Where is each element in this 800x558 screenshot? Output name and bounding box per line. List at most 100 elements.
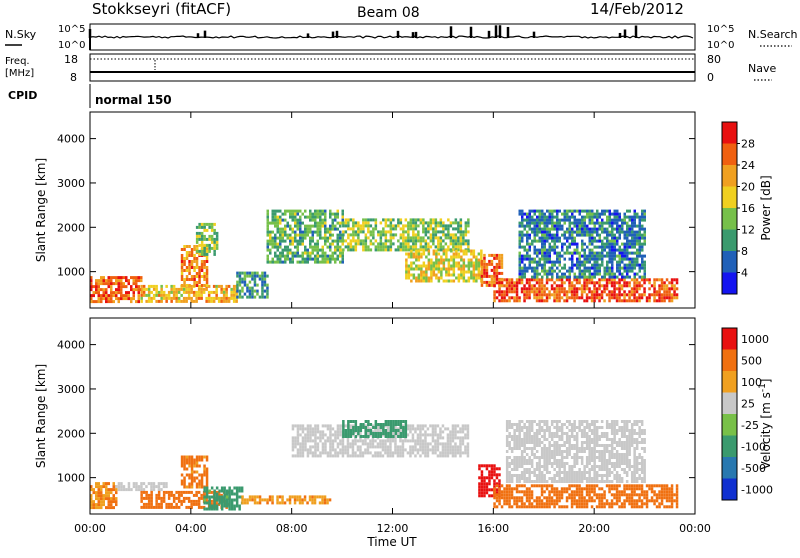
data-cell <box>629 216 632 219</box>
data-cell <box>355 435 358 438</box>
data-cell <box>536 296 539 299</box>
data-cell <box>621 276 624 279</box>
data-cell <box>546 296 549 299</box>
data-cell <box>544 231 547 234</box>
data-cell <box>287 237 290 240</box>
data-cell <box>404 439 407 442</box>
data-cell <box>629 228 632 231</box>
data-cell <box>175 294 178 297</box>
data-cell <box>261 275 264 278</box>
data-cell <box>195 500 198 503</box>
data-cell <box>307 261 310 264</box>
data-cell <box>606 240 609 243</box>
data-cell <box>400 432 403 435</box>
data-cell <box>541 287 544 290</box>
data-cell <box>478 271 481 274</box>
data-cell <box>608 490 611 493</box>
data-cell <box>412 236 415 239</box>
data-cell <box>589 261 592 264</box>
data-cell <box>302 255 305 258</box>
data-cell <box>521 255 524 258</box>
data-cell <box>616 276 619 279</box>
data-cell <box>218 496 221 499</box>
data-cell <box>528 496 531 499</box>
data-cell <box>673 499 676 502</box>
data-cell <box>183 480 186 483</box>
data-cell <box>277 216 280 219</box>
data-cell <box>541 243 544 246</box>
data-cell <box>533 447 536 450</box>
data-cell <box>369 439 372 442</box>
data-cell <box>666 496 669 499</box>
data-cell <box>453 256 456 259</box>
data-cell <box>241 290 244 293</box>
data-cell <box>98 285 101 288</box>
data-cell <box>319 213 322 216</box>
data-cell <box>317 454 320 457</box>
data-cell <box>420 271 423 274</box>
data-cell <box>571 505 574 508</box>
data-cell <box>428 253 431 256</box>
data-cell <box>153 506 156 509</box>
data-cell <box>598 499 601 502</box>
data-cell <box>636 264 639 267</box>
data-cell <box>110 491 113 494</box>
data-cell <box>533 438 536 441</box>
data-cell <box>443 280 446 283</box>
data-cell <box>302 231 305 234</box>
data-cell <box>571 213 574 216</box>
data-cell <box>648 487 651 490</box>
data-cell <box>636 505 639 508</box>
data-cell <box>541 493 544 496</box>
data-cell <box>145 506 148 509</box>
data-cell <box>526 493 529 496</box>
data-cell <box>193 462 196 465</box>
data-cell <box>511 296 514 299</box>
data-cell <box>272 210 275 213</box>
data-cell <box>183 486 186 489</box>
data-cell <box>626 249 629 252</box>
data-cell <box>408 256 411 259</box>
data-cell <box>508 474 511 477</box>
data-cell <box>409 424 412 427</box>
data-cell <box>183 248 186 251</box>
data-cell <box>538 284 541 287</box>
data-cell <box>606 484 609 487</box>
data-cell <box>578 496 581 499</box>
data-cell <box>481 266 484 269</box>
data-cell <box>534 276 537 279</box>
data-cell <box>400 435 403 438</box>
data-cell <box>196 238 199 241</box>
data-cell <box>455 262 458 265</box>
data-cell <box>198 497 201 500</box>
data-cell <box>496 278 499 281</box>
data-cell <box>208 300 211 303</box>
data-cell <box>666 284 669 287</box>
data-cell <box>236 496 239 499</box>
data-cell <box>362 248 365 251</box>
data-cell <box>279 243 282 246</box>
data-cell <box>429 448 432 451</box>
data-cell <box>238 490 241 493</box>
data-cell <box>185 497 188 500</box>
data-cell <box>501 290 504 293</box>
data-cell <box>402 420 405 423</box>
data-cell <box>598 493 601 496</box>
data-cell <box>407 230 410 233</box>
data-cell <box>282 231 285 234</box>
data-cell <box>676 487 679 490</box>
data-cell <box>413 262 416 265</box>
data-cell <box>598 296 601 299</box>
data-cell <box>432 427 435 430</box>
data-cell <box>606 499 609 502</box>
data-cell <box>534 273 537 276</box>
data-cell <box>468 271 471 274</box>
data-cell <box>516 487 519 490</box>
data-cell <box>143 503 146 506</box>
data-cell <box>394 448 397 451</box>
data-cell <box>145 485 148 488</box>
data-cell <box>110 288 113 291</box>
data-cell <box>269 231 272 234</box>
data-cell <box>173 294 176 297</box>
data-cell <box>596 234 599 237</box>
